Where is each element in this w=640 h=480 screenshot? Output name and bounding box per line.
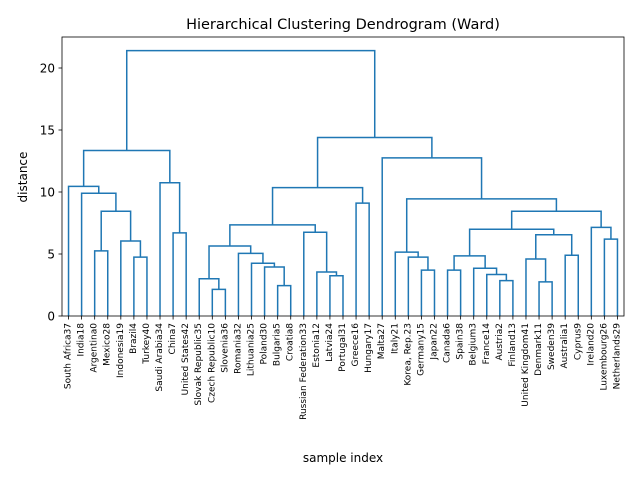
leaf-label: Portugal31 [338, 323, 348, 372]
leaf-label: Latvia24 [325, 323, 335, 362]
y-tick-label: 20 [40, 62, 55, 76]
leaf-label: Sweden39 [547, 323, 557, 370]
leaf-label: Finland13 [508, 323, 518, 367]
leaf-label: Russian Federation33 [299, 323, 309, 420]
y-tick-label: 0 [47, 310, 55, 324]
leaf-label: Cyprus9 [573, 323, 583, 360]
leaf-label: Canada6 [443, 323, 453, 363]
y-axis: 0 5 10 15 20 [40, 62, 62, 324]
leaf-label: United Kingdom41 [521, 323, 531, 407]
leaf-label: Croatia8 [286, 323, 296, 361]
leaf-label: Estonia12 [312, 323, 322, 368]
x-axis: South Africa37 India18 Argentina0 Mexico28 I… [64, 316, 622, 420]
leaf-label: Romania32 [233, 323, 243, 374]
leaf-label: Lithuania25 [247, 323, 257, 376]
leaf-label: Korea, Rep.23 [403, 323, 413, 386]
leaf-label: Bulgaria5 [273, 323, 283, 366]
leaf-label: United States42 [181, 323, 191, 395]
y-tick-label: 15 [40, 124, 55, 138]
leaf-label: France14 [482, 323, 492, 365]
leaf-label: Germany15 [416, 323, 426, 376]
leaf-label: Slovak Republic35 [194, 323, 204, 406]
leaf-label: Slovenia36 [220, 323, 230, 373]
y-tick-label: 10 [40, 186, 55, 200]
leaf-label: Argentina0 [90, 323, 100, 373]
x-axis-label: sample index [303, 451, 383, 465]
leaf-label: Turkey40 [142, 323, 152, 365]
leaf-label: Luxembourg26 [599, 323, 609, 391]
leaf-label: Indonesia19 [116, 323, 126, 378]
leaf-label: Belgium3 [469, 323, 479, 366]
leaf-label: Czech Republic10 [207, 323, 217, 403]
leaf-label: Austria2 [495, 323, 505, 361]
leaf-label: Brazil4 [129, 323, 139, 354]
leaf-label: Malta27 [377, 323, 387, 359]
leaf-label: Denmark11 [534, 323, 544, 376]
leaf-label: Spain38 [456, 323, 466, 360]
y-tick-label: 5 [47, 248, 55, 262]
leaf-label: Italy21 [390, 323, 400, 354]
leaf-label: India18 [77, 323, 87, 357]
leaf-label: Saudi Arabia34 [155, 323, 165, 392]
leaf-label: Australia1 [560, 323, 570, 369]
merge-link-41 [125, 49, 376, 151]
dendrogram-links [67, 49, 619, 316]
leaf-label: Netherlands29 [612, 323, 622, 390]
leaf-label: Hungary17 [364, 323, 374, 373]
leaf-label: Mexico28 [103, 323, 113, 366]
leaf-label: Poland30 [260, 323, 270, 365]
leaf-label: Japan22 [429, 323, 439, 361]
leaf-label: China7 [168, 323, 178, 354]
leaf-label: South Africa37 [64, 323, 74, 389]
chart-title: Hierarchical Clustering Dendrogram (Ward… [186, 17, 500, 33]
leaf-label: Greece16 [351, 323, 361, 367]
leaf-label: Ireland20 [586, 323, 596, 366]
y-axis-label: distance [16, 152, 30, 203]
